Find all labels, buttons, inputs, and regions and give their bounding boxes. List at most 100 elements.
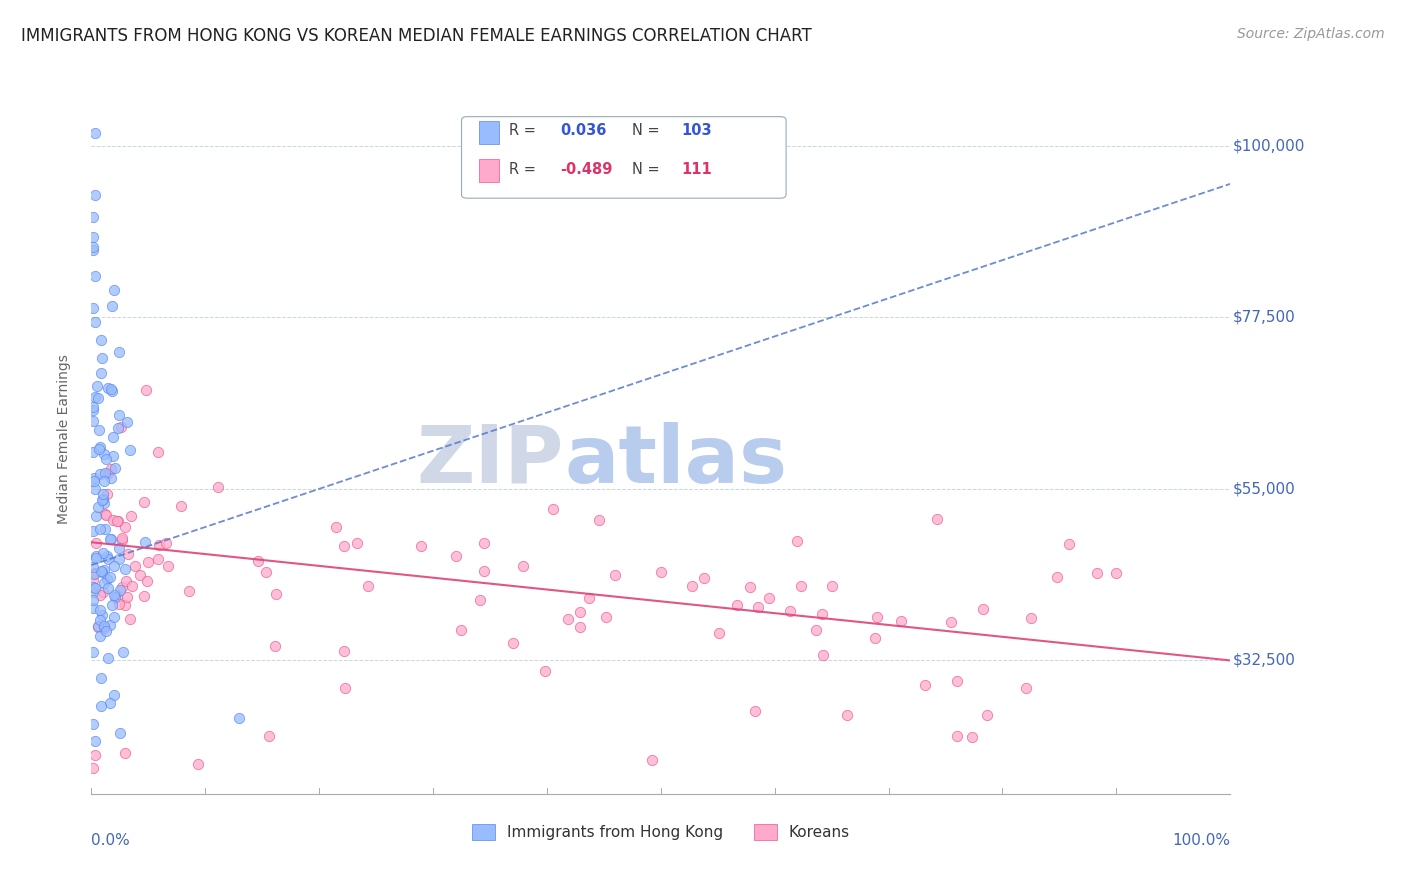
Point — [90, 671, 112, 685]
Point — [228, 711, 250, 725]
Point — [100, 384, 122, 399]
Point — [450, 623, 472, 637]
Point — [112, 644, 135, 658]
Point — [890, 614, 912, 628]
Point — [82, 645, 104, 659]
Point — [93, 619, 115, 633]
Point — [409, 539, 432, 553]
Point — [108, 582, 131, 597]
Point — [786, 534, 808, 549]
Point — [132, 495, 155, 509]
Point — [357, 579, 380, 593]
Point — [946, 673, 969, 688]
Point — [170, 499, 193, 513]
Text: 0.036: 0.036 — [561, 123, 607, 138]
Point — [810, 607, 832, 621]
Point — [93, 563, 115, 577]
Point — [90, 333, 112, 347]
Point — [86, 379, 108, 393]
Point — [83, 471, 105, 485]
Text: $100,000: $100,000 — [1233, 138, 1305, 153]
Point — [333, 539, 356, 553]
Point — [187, 757, 209, 772]
Point — [136, 574, 159, 588]
Point — [157, 559, 180, 574]
Point — [177, 584, 200, 599]
Point — [84, 549, 107, 563]
Point — [148, 445, 170, 459]
Text: IMMIGRANTS FROM HONG KONG VS KOREAN MEDIAN FEMALE EARNINGS CORRELATION CHART: IMMIGRANTS FROM HONG KONG VS KOREAN MEDI… — [21, 27, 811, 45]
Point — [603, 567, 626, 582]
Point — [541, 502, 564, 516]
Text: atlas: atlas — [564, 422, 787, 500]
Point — [82, 240, 104, 254]
Point — [101, 449, 124, 463]
Point — [804, 624, 827, 638]
Point — [114, 520, 136, 534]
Point — [93, 447, 115, 461]
Legend: Immigrants from Hong Kong, Koreans: Immigrants from Hong Kong, Koreans — [465, 818, 856, 847]
Point — [568, 605, 591, 619]
Point — [976, 708, 998, 723]
Point — [98, 696, 121, 710]
Point — [758, 591, 780, 606]
Point — [82, 414, 104, 428]
Point — [82, 600, 104, 615]
Point — [1057, 537, 1080, 551]
Point — [91, 493, 114, 508]
Point — [83, 581, 105, 595]
Text: $55,000: $55,000 — [1233, 482, 1295, 496]
Point — [89, 588, 111, 602]
Point — [588, 513, 610, 527]
Point — [87, 620, 110, 634]
Point — [101, 599, 124, 613]
Point — [693, 571, 716, 585]
Point — [124, 559, 146, 574]
Y-axis label: Median Female Earnings: Median Female Earnings — [56, 354, 70, 524]
Point — [93, 576, 115, 591]
Point — [91, 607, 114, 622]
Point — [97, 650, 120, 665]
Point — [94, 452, 117, 467]
Point — [84, 126, 107, 140]
Point — [91, 565, 114, 579]
Point — [111, 533, 134, 547]
Point — [96, 572, 118, 586]
Point — [100, 461, 122, 475]
Point — [82, 573, 104, 587]
Point — [83, 482, 105, 496]
Point — [82, 592, 104, 607]
Point — [333, 644, 356, 658]
Point — [569, 620, 592, 634]
Point — [94, 466, 117, 480]
Point — [93, 507, 115, 521]
Text: 100.0%: 100.0% — [1173, 833, 1230, 848]
Point — [91, 585, 114, 599]
Point — [105, 590, 128, 604]
Point — [129, 567, 152, 582]
Point — [121, 579, 143, 593]
Point — [83, 748, 105, 763]
Point — [87, 442, 110, 457]
Point — [325, 520, 347, 534]
Point — [738, 581, 761, 595]
Point — [101, 430, 124, 444]
Point — [114, 574, 136, 588]
Point — [472, 536, 495, 550]
Point — [103, 588, 125, 602]
FancyBboxPatch shape — [478, 159, 499, 182]
Point — [82, 210, 104, 224]
Point — [83, 474, 105, 488]
Point — [89, 603, 111, 617]
Point — [117, 415, 139, 429]
Point — [811, 648, 834, 662]
Point — [89, 467, 111, 481]
Point — [725, 598, 748, 612]
Point — [103, 609, 125, 624]
Point — [110, 420, 132, 434]
Point — [534, 664, 557, 678]
Point — [87, 423, 110, 437]
Point — [82, 229, 104, 244]
Point — [111, 532, 134, 546]
Point — [114, 599, 136, 613]
